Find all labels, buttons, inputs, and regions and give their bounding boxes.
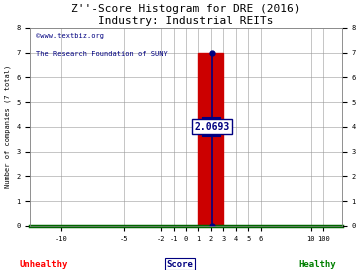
- Text: ©www.textbiz.org: ©www.textbiz.org: [36, 33, 104, 39]
- Y-axis label: Number of companies (7 total): Number of companies (7 total): [4, 65, 11, 188]
- Text: The Research Foundation of SUNY: The Research Foundation of SUNY: [36, 51, 168, 57]
- Text: Unhealthy: Unhealthy: [19, 260, 67, 269]
- Bar: [198, 53, 224, 226]
- Text: 2.0693: 2.0693: [194, 122, 229, 132]
- Text: Score: Score: [167, 260, 193, 269]
- Text: Healthy: Healthy: [298, 260, 336, 269]
- Title: Z''-Score Histogram for DRE (2016)
Industry: Industrial REITs: Z''-Score Histogram for DRE (2016) Indus…: [71, 4, 301, 26]
